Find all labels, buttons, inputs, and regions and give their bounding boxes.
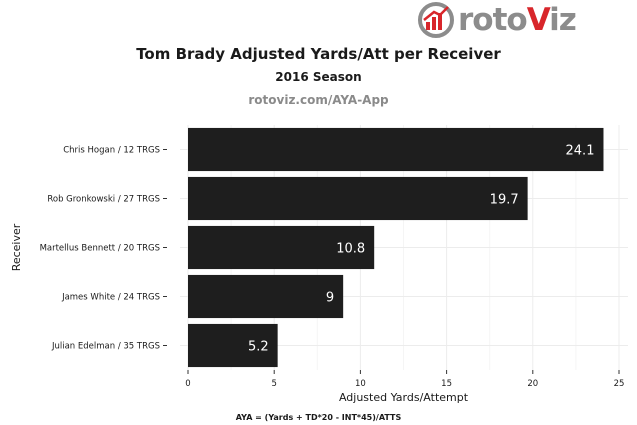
y-tick-label: Rob Gronkowski / 27 TRGS: [47, 195, 160, 205]
chart-title: Tom Brady Adjusted Yards/Att per Receive…: [136, 45, 501, 63]
rotoviz-logo: rotoViz: [414, 2, 577, 38]
logo-wordmark: rotoViz: [458, 2, 577, 38]
bar-value-label: 10.8: [336, 242, 365, 257]
bar: [188, 225, 375, 270]
chart-subtitle: 2016 Season: [275, 70, 362, 84]
y-tick-label: Martellus Bennett / 20 TRGS: [40, 244, 160, 254]
x-tick-label: 10: [355, 379, 366, 389]
bar-value-label: 9: [326, 291, 334, 306]
x-tick-label: 25: [614, 379, 625, 389]
x-tick-label: 20: [527, 379, 538, 389]
x-tick-label: 5: [271, 379, 276, 389]
x-tick-label: 0: [185, 379, 190, 389]
source-link[interactable]: rotoviz.com/AYA-App: [248, 93, 389, 107]
bar: [188, 274, 344, 319]
bar-value-label: 5.2: [248, 340, 269, 355]
y-tick-label: Chris Hogan / 12 TRGS: [63, 146, 160, 156]
y-axis-title: Receiver: [10, 223, 23, 271]
bar-value-label: 19.7: [490, 193, 519, 208]
logo-chart-icon: [418, 2, 454, 38]
bar-value-label: 24.1: [566, 144, 595, 159]
bar: [188, 176, 528, 221]
y-tick-label: Julian Edelman / 35 TRGS: [51, 342, 160, 352]
x-tick-label: 15: [441, 379, 452, 389]
bar: [188, 323, 278, 368]
bar: [188, 127, 604, 172]
aya-formula-note: AYA = (Yards + TD*20 - INT*45)/ATTS: [235, 413, 402, 422]
x-axis-title: Adjusted Yards/Attempt: [339, 391, 469, 404]
y-tick-label: James White / 24 TRGS: [61, 293, 160, 303]
